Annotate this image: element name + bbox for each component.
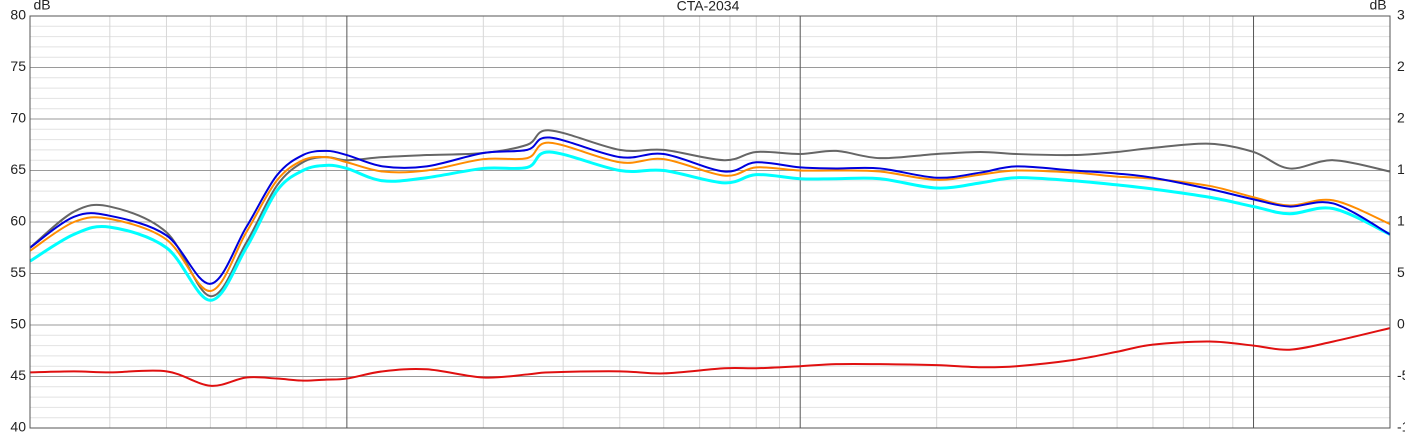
y2-tick-label: 0 — [1397, 316, 1405, 332]
y2-tick-label: 15 — [1397, 161, 1405, 177]
y2-tick-label: 30 — [1397, 7, 1405, 23]
series-line — [29, 136, 1391, 285]
y2-axis-label: dB — [1369, 0, 1386, 13]
y2-tick-label: 5 — [1397, 264, 1405, 280]
y-tick-label: 70 — [10, 110, 26, 126]
series-line — [29, 327, 1391, 387]
chart-title: CTA-2034 — [677, 0, 740, 14]
y-tick-label: 45 — [10, 367, 26, 383]
y-tick-label: 55 — [10, 264, 26, 280]
y-axis-label: dB — [33, 0, 50, 13]
plot-border — [29, 15, 1391, 429]
y-tick-label: 60 — [10, 213, 26, 229]
y-tick-label: 50 — [10, 316, 26, 332]
y2-tick-label: 25 — [1397, 58, 1405, 74]
lines — [29, 129, 1391, 387]
y2-tick-label: -5 — [1397, 367, 1405, 383]
y-tick-label: 65 — [10, 161, 26, 177]
y2-tick-label: 20 — [1397, 110, 1405, 126]
series-line — [29, 129, 1391, 298]
y-tick-label: 75 — [10, 58, 26, 74]
series-line — [29, 150, 1391, 302]
y-tick-label: 40 — [10, 419, 26, 433]
y-tick-label: 80 — [10, 7, 26, 23]
series-line — [29, 141, 1391, 293]
y2-tick-label: -10 — [1397, 419, 1405, 433]
y2-tick-label: 10 — [1397, 213, 1405, 229]
grid — [30, 15, 1390, 429]
